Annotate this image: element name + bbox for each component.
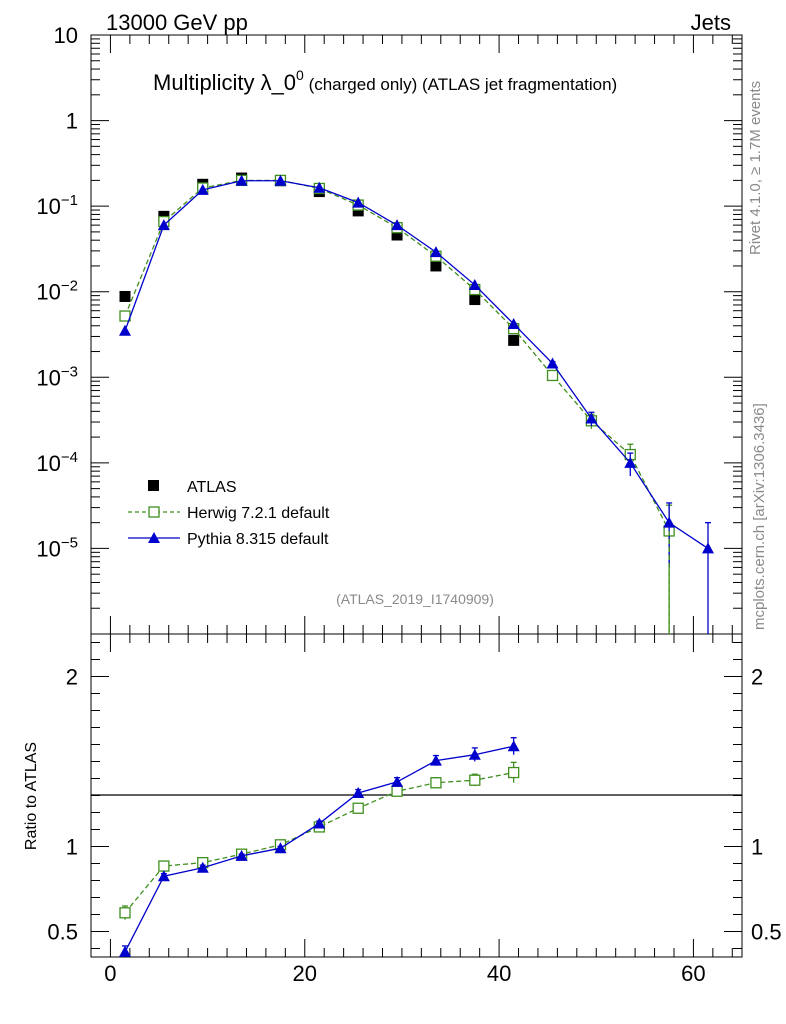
data-point-pythia	[507, 317, 520, 329]
data-point-pythia	[352, 786, 365, 798]
y-tick-label: 1	[66, 109, 78, 134]
process-label: Jets	[691, 10, 731, 35]
data-point-atlas	[508, 334, 520, 346]
x-axis: 0 20 40 60	[104, 35, 733, 986]
data-point-pythia	[235, 174, 248, 186]
ratio-y-axis: 0.5 0.5 1 1 2 2	[47, 642, 782, 949]
rivet-version-label: Rivet 4.1.0, ≥ 1.7M events	[747, 81, 764, 255]
data-point-herwig	[352, 802, 364, 814]
series-line	[124, 771, 514, 914]
data-point-pythia	[157, 870, 170, 882]
data-point-pythia	[196, 183, 209, 195]
legend-herwig-marker	[148, 506, 160, 518]
series-line	[124, 745, 514, 953]
data-point-herwig	[391, 785, 403, 797]
data-point-herwig	[469, 774, 481, 786]
y-tick-label: 10−3	[36, 363, 78, 390]
y-tick-label: 10	[54, 23, 78, 48]
y-tick-label: 10−2	[36, 278, 78, 305]
data-point-pythia	[352, 196, 365, 208]
y-tick-label: 10−1	[36, 192, 78, 219]
data-point-pythia	[313, 181, 326, 193]
ratio-tick-label-left: 0.5	[47, 920, 78, 945]
legend-atlas-label: ATLAS	[187, 479, 237, 496]
ratio-axis-label: Ratio to ATLAS	[23, 742, 40, 850]
ratio-tick-label-right: 1	[751, 835, 763, 860]
main-series-group	[119, 172, 714, 634]
x-tick-label: 0	[104, 961, 116, 986]
x-tick-label: 60	[681, 961, 705, 986]
ratio-tick-label-right: 0.5	[751, 920, 782, 945]
data-point-atlas	[469, 294, 481, 306]
main-y-axis: 10 1 10−1 10−2 10−3 10−4 10−5	[36, 23, 742, 635]
data-point-pythia	[235, 849, 248, 861]
data-point-pythia	[546, 357, 559, 369]
ratio-tick-label-left: 1	[66, 835, 78, 860]
data-point-herwig	[508, 766, 520, 779]
data-point-atlas	[352, 205, 364, 217]
data-point-pythia	[391, 775, 404, 787]
data-point-herwig	[546, 369, 559, 382]
x-tick-label: 40	[487, 961, 511, 986]
y-tick-label: 10−4	[36, 449, 78, 476]
data-point-herwig	[430, 777, 442, 789]
ratio-series-group	[119, 737, 520, 957]
data-point-pythia	[391, 219, 404, 231]
data-point-pythia	[313, 817, 326, 829]
data-point-atlas	[430, 260, 442, 272]
data-point-pythia	[468, 748, 481, 760]
data-point-pythia	[663, 516, 676, 528]
data-point-atlas	[391, 229, 403, 241]
plot-title: Multiplicity λ_00 (charged only) (ATLAS …	[153, 67, 617, 95]
data-point-pythia	[274, 174, 287, 186]
x-tick-label: 20	[293, 961, 317, 986]
data-point-pythia	[701, 542, 714, 554]
data-point-pythia	[119, 324, 132, 336]
legend-pythia-marker	[148, 532, 160, 543]
data-point-herwig	[119, 907, 131, 919]
data-point-pythia	[585, 412, 598, 424]
data-point-pythia	[468, 278, 481, 290]
data-point-pythia	[196, 861, 209, 873]
data-point-atlas	[119, 290, 131, 302]
data-point-pythia	[157, 219, 170, 231]
data-point-pythia	[429, 754, 442, 766]
legend-herwig-label: Herwig 7.2.1 default	[187, 505, 330, 522]
data-point-pythia	[624, 456, 637, 468]
analysis-id-label: (ATLAS_2019_I1740909)	[336, 591, 494, 607]
data-point-pythia	[429, 246, 442, 258]
ratio-tick-label-left: 2	[66, 665, 78, 690]
data-point-herwig	[158, 860, 170, 872]
data-point-pythia	[507, 740, 520, 752]
series-line	[124, 180, 709, 549]
legend: ATLAS Herwig 7.2.1 default Pythia 8.315 …	[128, 479, 330, 548]
data-point-pythia	[119, 945, 132, 957]
beam-label: 13000 GeV pp	[106, 10, 248, 35]
mcplots-label: mcplots.cern.ch [arXiv:1306.3436]	[751, 403, 768, 630]
data-point-pythia	[274, 842, 287, 854]
legend-pythia-label: Pythia 8.315 default	[187, 531, 329, 548]
ratio-tick-label-right: 2	[751, 665, 763, 690]
y-tick-label: 10−5	[36, 534, 78, 561]
legend-atlas-marker	[148, 480, 159, 491]
